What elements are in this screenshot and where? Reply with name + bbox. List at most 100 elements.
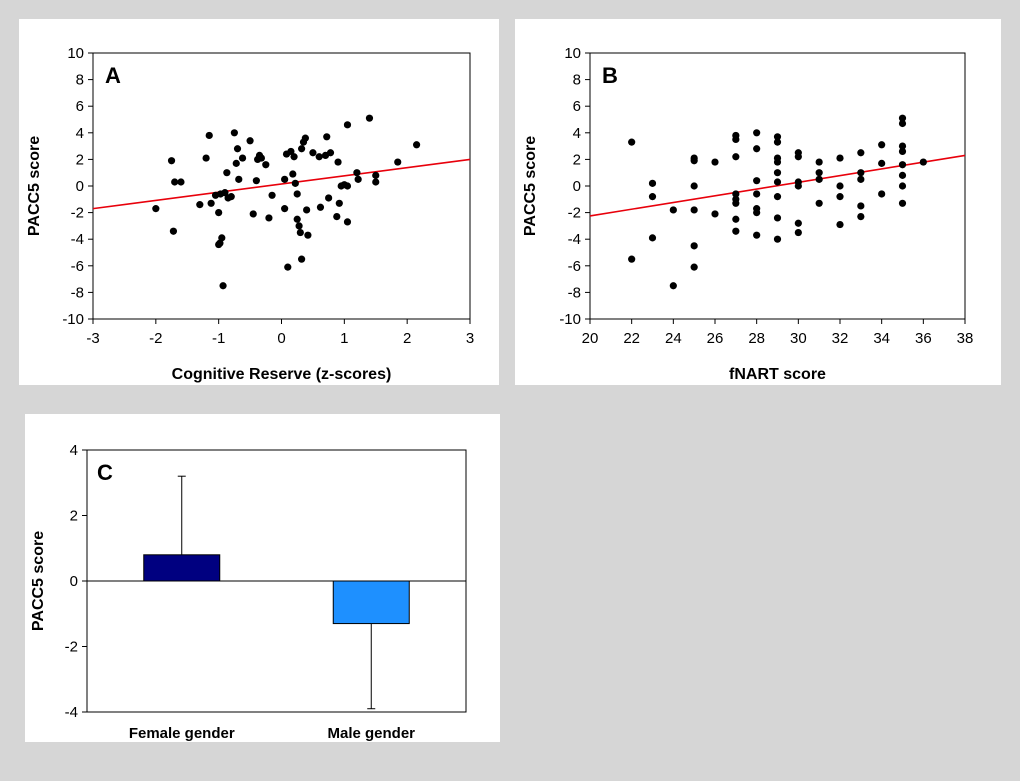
category-label: Female gender: [129, 725, 235, 742]
y-tick-label: -8: [568, 284, 581, 301]
bar: [332, 580, 410, 625]
data-point: [857, 149, 865, 157]
data-point: [230, 129, 238, 137]
data-point: [293, 215, 301, 223]
data-point: [298, 145, 306, 153]
data-point: [794, 219, 802, 227]
data-point: [296, 228, 304, 237]
x-tick-label: 36: [915, 330, 932, 347]
data-point: [815, 169, 823, 177]
data-point: [298, 255, 306, 263]
y-tick-label: 6: [76, 98, 84, 115]
data-point: [711, 210, 719, 218]
data-point: [265, 214, 273, 222]
data-point: [219, 282, 227, 290]
category-label: Male gender: [327, 725, 415, 742]
data-point: [304, 231, 312, 239]
y-tick-label: 4: [70, 442, 78, 459]
y-tick-label: 2: [573, 151, 581, 168]
x-tick-label: 2: [403, 330, 411, 347]
y-tick-label: 10: [67, 45, 84, 62]
data-point: [412, 141, 421, 149]
data-point: [262, 161, 270, 169]
x-tick-label: 30: [790, 330, 807, 347]
data-point: [898, 147, 907, 156]
data-point: [753, 145, 761, 153]
data-point: [394, 158, 402, 166]
x-axis-title: Cognitive Reserve (z-scores): [172, 366, 392, 383]
x-tick-label: 24: [665, 330, 682, 347]
panel-c-bar: -4 -2 0 2 4 Female gender Male gender C PACC5 sc…: [25, 414, 500, 742]
y-tick-label: -4: [65, 704, 78, 721]
y-tick-label: 8: [76, 72, 84, 89]
y-tick-label: -2: [71, 205, 84, 222]
data-point: [290, 153, 298, 161]
data-point: [287, 147, 295, 156]
data-point: [309, 149, 317, 157]
data-point: [223, 169, 231, 177]
y-tick-label: 2: [76, 151, 84, 168]
chart-c-svg: -4 -2 0 2 4 Female gender Male gender C PACC5 sc…: [30, 442, 467, 742]
panel-a-scatter: -10 -8 -6 -4 -2 0 2 4 6 8 10 -3 -2 -1 0 1 2 3 A Cognitive R…: [19, 19, 499, 385]
y-tick-label: 2: [70, 508, 78, 525]
data-point: [291, 179, 299, 187]
data-point: [372, 171, 380, 179]
x-tick-label: 1: [340, 330, 348, 347]
data-point: [281, 205, 289, 213]
y-tick-label: -2: [65, 639, 78, 656]
data-point: [207, 199, 215, 207]
data-point: [878, 159, 886, 167]
data-point: [732, 227, 740, 235]
data-point: [836, 220, 844, 229]
panel-letter-a: A: [105, 63, 121, 88]
data-point: [628, 255, 636, 263]
data-point: [354, 175, 362, 183]
data-point: [773, 169, 782, 177]
data-point: [732, 153, 740, 161]
y-tick-label: 0: [573, 178, 581, 195]
data-point: [333, 212, 341, 221]
y-axis-title: PACC5 score: [522, 136, 539, 236]
x-tick-label: -1: [212, 330, 225, 347]
panel-letter-b: B: [602, 63, 618, 88]
y-tick-label: 6: [573, 98, 581, 115]
data-point: [753, 190, 761, 198]
y-tick-label: 0: [76, 178, 84, 195]
data-point: [898, 182, 907, 190]
x-tick-label: 26: [707, 330, 724, 347]
data-point: [218, 234, 226, 242]
data-point: [205, 131, 213, 140]
data-point: [857, 212, 865, 221]
data-point: [171, 178, 179, 186]
data-point: [815, 158, 823, 166]
data-point: [794, 153, 802, 161]
data-point: [690, 242, 698, 250]
data-point: [690, 263, 698, 271]
x-axis-title: fNART score: [729, 366, 826, 383]
data-point: [284, 263, 292, 271]
data-point: [898, 171, 907, 179]
data-point: [732, 190, 740, 198]
data-point: [365, 114, 374, 122]
data-point: [301, 134, 309, 142]
data-point: [753, 129, 761, 137]
data-point: [648, 193, 657, 201]
x-tick-label: 20: [582, 330, 599, 347]
data-point: [152, 205, 160, 213]
y-tick-label: 4: [573, 125, 581, 142]
data-point: [898, 114, 907, 122]
data-point: [215, 209, 223, 217]
data-point: [753, 209, 761, 217]
data-point: [773, 193, 782, 201]
data-point: [898, 199, 907, 207]
data-point: [628, 138, 636, 146]
y-axis-title: PACC5 score: [30, 531, 47, 631]
data-point: [323, 133, 331, 141]
x-tick-label: 32: [832, 330, 849, 347]
data-point: [836, 154, 844, 162]
data-point: [773, 178, 782, 186]
data-point: [773, 158, 782, 166]
data-point: [919, 158, 927, 166]
data-point: [815, 175, 823, 183]
